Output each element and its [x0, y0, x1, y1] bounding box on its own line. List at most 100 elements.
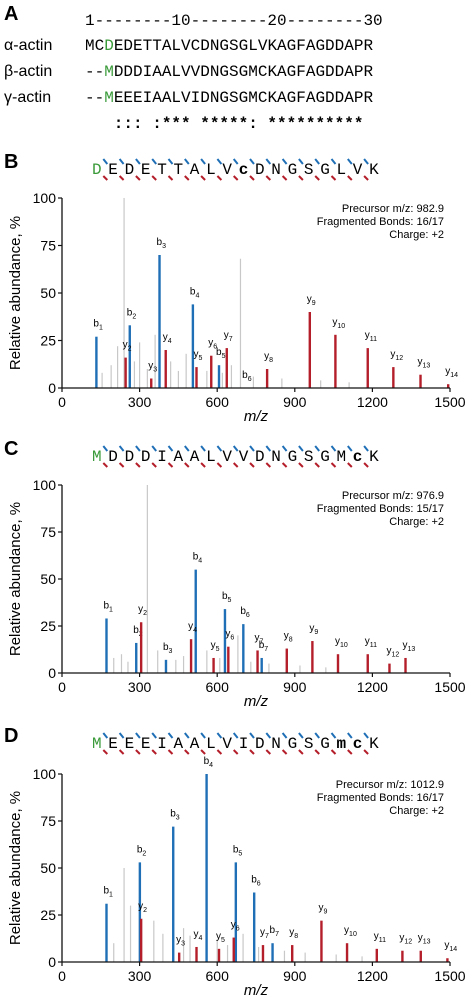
y-ion-label: y12	[399, 933, 412, 946]
y-ion-subscript: 9	[323, 909, 327, 916]
b-fragment-marker	[347, 158, 353, 165]
b-ion-subscript: 5	[228, 597, 232, 604]
b-fragment-marker	[314, 732, 320, 739]
alignment-start-alpha: D	[104, 37, 114, 55]
y-ion-subscript: 4	[193, 627, 197, 634]
y-ion-subscript: 6	[236, 926, 240, 933]
alignment-panel: A 1--------10--------20--------30 α-acti…	[4, 3, 383, 133]
y-fragment-marker	[118, 749, 125, 755]
b-ion-subscript: 1	[99, 325, 103, 332]
b-fragment-marker	[216, 158, 223, 165]
b-ion-subscript: 5	[222, 353, 226, 360]
sequence-residue: I	[157, 448, 167, 466]
alignment-rest-alpha: EDETTALVCDNGSGLVKAGFAGDDAPR	[114, 37, 374, 55]
y-fragment-marker	[232, 749, 239, 755]
sequence-residue: G	[320, 735, 330, 753]
y-ion-subscript: 4	[199, 935, 203, 942]
b-fragment-marker	[151, 732, 157, 739]
spectrum-info-line: Charge: +2	[389, 805, 444, 817]
b-ion-label: b1	[103, 886, 113, 899]
b-ion-subscript: 6	[248, 376, 252, 383]
y-ion-label: y10	[344, 925, 357, 938]
sequence-residue: V	[222, 161, 232, 179]
y-ion-subscript: 14	[449, 946, 457, 953]
y-ion-subscript: 11	[370, 642, 377, 649]
alignment-seq-beta: --MDDDIAALVVDNGSGMCKAGFAGDDAPR	[85, 63, 373, 81]
y-fragment-marker	[135, 175, 141, 181]
y-ion-subscript: 7	[265, 933, 269, 940]
b-fragment-marker	[314, 158, 320, 165]
panel-letter: D	[4, 725, 18, 747]
alignment-label-beta: β-actin	[4, 63, 52, 80]
y-ion-label: y6	[225, 629, 234, 642]
y-tick-label: 0	[48, 665, 56, 681]
sequence-residue: E	[141, 161, 151, 179]
b-ion-label: b3	[163, 642, 173, 655]
y-fragment-marker	[298, 175, 304, 181]
sequence-residue: T	[174, 161, 184, 179]
b-fragment-marker	[232, 158, 239, 165]
b-fragment-marker	[265, 445, 272, 452]
b-ion-label: b7	[259, 640, 269, 653]
b-ion-subscript: 7	[264, 646, 268, 653]
y-ion-label: y2	[138, 604, 147, 617]
b-ion-label: b5	[222, 591, 232, 604]
b-ion-label: b2	[137, 844, 147, 857]
b-fragment-marker	[135, 732, 141, 739]
y-ion-label: y10	[335, 636, 348, 649]
y-ion-label: y11	[374, 931, 386, 944]
b-fragment-marker	[347, 445, 353, 452]
b-fragment-marker	[167, 732, 174, 739]
y-ion-label: y7	[260, 927, 269, 940]
sequence-residue: G	[288, 448, 298, 466]
sequence-residue: E	[108, 735, 118, 753]
sequence-residue: D	[125, 448, 135, 466]
y-ion-subscript: 2	[128, 346, 132, 353]
sequence-residue: D	[255, 448, 265, 466]
y-tick-label: 100	[33, 766, 57, 782]
y-fragment-marker	[314, 462, 320, 468]
x-tick-label: 300	[128, 679, 152, 695]
sequence-residue: L	[337, 161, 347, 179]
sequence-residue: D	[108, 448, 118, 466]
y-ion-label: y9	[318, 903, 327, 916]
sequence-residue: D	[141, 448, 151, 466]
y-fragment-marker	[216, 749, 223, 755]
panel-letter-a: A	[4, 3, 18, 25]
sequence-residue: K	[369, 448, 379, 466]
y-fragment-marker	[184, 462, 190, 468]
b-fragment-marker	[330, 732, 337, 739]
b-fragment-marker	[167, 158, 174, 165]
y-ion-label: y14	[445, 366, 458, 379]
y-fragment-marker	[265, 749, 272, 755]
sequence-residue: V	[239, 448, 249, 466]
y-axis-title: Relative abundance, %	[7, 216, 24, 370]
y-axis-title: Relative abundance, %	[7, 791, 24, 945]
y-tick-label: 25	[40, 333, 56, 349]
b-ion-label: b1	[103, 600, 113, 613]
y-ion-label: y6	[231, 920, 240, 933]
sequence-residue: c	[353, 448, 363, 466]
b-fragment-marker	[118, 445, 125, 452]
spectrum-info-line: Fragmented Bonds: 15/17	[317, 503, 444, 515]
y-ion-label: y13	[403, 640, 416, 653]
b-ion-label: b4	[190, 286, 200, 299]
b-fragment-marker	[298, 732, 304, 739]
y-fragment-marker	[184, 749, 190, 755]
y-ion-subscript: 13	[408, 646, 416, 653]
y-ion-label: y8	[264, 351, 273, 364]
y-ion-label: y8	[289, 927, 298, 940]
y-fragment-marker	[249, 749, 255, 755]
b-fragment-marker	[281, 732, 288, 739]
alignment-ruler: 1--------10--------20--------30	[85, 12, 383, 30]
y-ion-label: y13	[418, 933, 431, 946]
sequence-residue: A	[190, 161, 200, 179]
y-ion-subscript: 5	[216, 646, 220, 653]
y-ion-label: y13	[418, 357, 431, 370]
sequence-residue: S	[304, 448, 314, 466]
b-fragment-marker	[232, 732, 239, 739]
alignment-conservation: ::: :*** *****: **********	[85, 115, 363, 133]
sequence-residue: D	[92, 161, 102, 179]
b-ion-label: b7	[270, 925, 280, 938]
